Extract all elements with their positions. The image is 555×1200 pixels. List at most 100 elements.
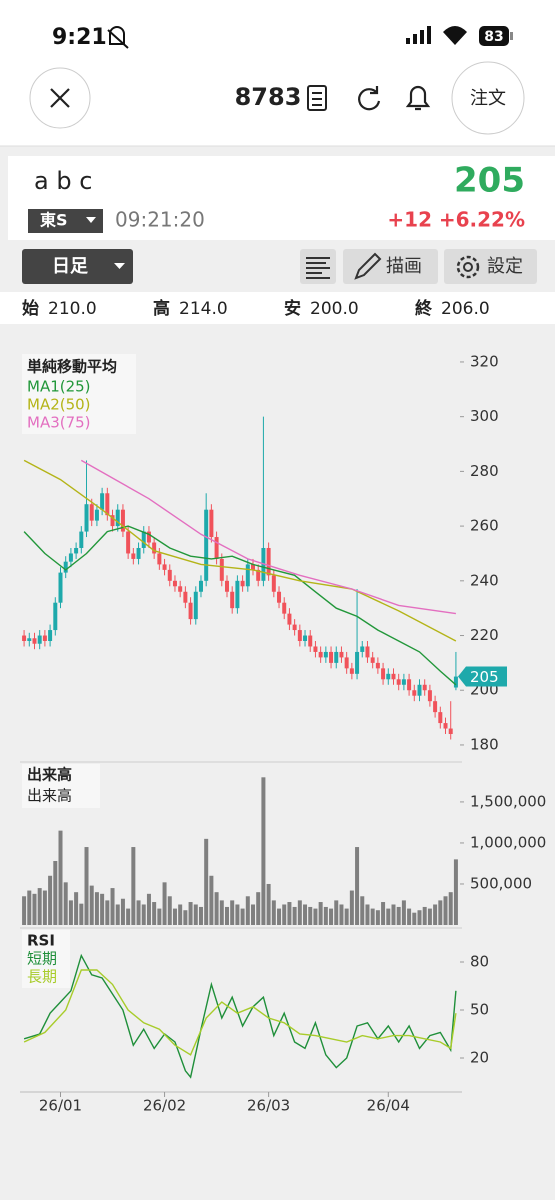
bar [251, 904, 256, 925]
bar [193, 904, 198, 925]
pencil-icon [354, 252, 382, 280]
ohlc-value: 200.0 [310, 299, 359, 319]
mute-icon [107, 26, 129, 49]
bar [146, 893, 151, 925]
candle-body [412, 690, 417, 696]
candle-body [74, 547, 79, 554]
draw-button[interactable] [343, 249, 438, 284]
candle-body [110, 515, 115, 527]
bar [287, 902, 292, 925]
bar [204, 838, 209, 925]
bar [261, 777, 266, 925]
y-tick-label: 50 [470, 1001, 489, 1019]
candle-body [172, 580, 177, 587]
y-tick-label: 280 [470, 462, 499, 480]
bar [167, 896, 172, 925]
y-tick-label: 180 [470, 735, 499, 753]
candle-body [433, 701, 438, 713]
line [23, 969, 457, 1056]
candle-body [183, 591, 188, 603]
candle-body [42, 635, 47, 641]
bar [245, 896, 250, 925]
candle-body [224, 580, 229, 592]
legend-item: 出来高 [27, 787, 72, 805]
candle-body [266, 547, 271, 576]
bar [136, 900, 141, 925]
x-tick-label: 26/01 [39, 1097, 82, 1115]
candle-body [131, 553, 136, 559]
candle-body [339, 651, 344, 658]
bar [110, 888, 115, 925]
bar [68, 900, 73, 925]
legend-item: MA2(50) [27, 396, 91, 414]
bar [422, 906, 427, 925]
bar [230, 900, 235, 925]
candle-body [115, 509, 120, 527]
bar [349, 890, 354, 925]
bar [120, 898, 125, 925]
ohlc-row [0, 292, 555, 324]
candle-body [256, 569, 261, 581]
candle-body [126, 531, 131, 554]
bar [198, 906, 203, 925]
bar [313, 908, 318, 925]
candle-body [360, 646, 365, 652]
candle-body [427, 690, 432, 702]
legend-box [22, 354, 136, 434]
memo-icon[interactable] [307, 85, 327, 111]
bar [433, 904, 438, 925]
wifi-icon [443, 26, 467, 45]
legend-item: MA3(75) [27, 414, 91, 432]
bar [63, 882, 68, 925]
candle-body [37, 635, 42, 644]
candle-body [188, 602, 193, 620]
candle-body [193, 591, 198, 620]
candle-body [94, 509, 99, 521]
close-icon [50, 88, 70, 108]
bar [188, 902, 193, 925]
candle-body [84, 504, 89, 532]
bar [94, 892, 99, 925]
candle-body [277, 591, 282, 603]
candle-body [230, 591, 235, 609]
bar [84, 847, 89, 925]
market: 東S [40, 211, 68, 230]
line [23, 953, 457, 1079]
candle-body [251, 564, 256, 570]
bar [381, 902, 386, 925]
candle-body [219, 558, 224, 581]
y-tick-label: 320 [470, 352, 499, 370]
bar [53, 861, 58, 925]
legend-box [22, 764, 100, 808]
period-select[interactable] [22, 249, 133, 284]
bar [131, 847, 136, 925]
bar [334, 900, 339, 925]
bell-icon[interactable] [405, 85, 431, 111]
bar [427, 908, 432, 925]
bar [277, 908, 282, 925]
candle-body [417, 684, 422, 696]
bar [412, 912, 417, 925]
candle-body [401, 679, 406, 685]
ohlc-value: 210.0 [48, 299, 97, 319]
candle-body [157, 553, 162, 565]
list-icon [306, 257, 330, 279]
bar [355, 847, 360, 925]
signal-icon [406, 26, 431, 44]
bar [443, 896, 448, 925]
bar [318, 902, 323, 925]
bar [339, 904, 344, 925]
order-button[interactable] [451, 61, 525, 135]
candle-body [245, 564, 250, 587]
gear-hole [463, 262, 473, 272]
bar [417, 910, 422, 925]
candle-body [355, 651, 360, 674]
bar [141, 904, 146, 925]
refresh-icon[interactable] [358, 86, 381, 111]
candle-body [235, 580, 240, 609]
bar [323, 906, 328, 925]
price-tag-label: 205 [470, 668, 499, 686]
period: 日足 [52, 256, 88, 277]
bar [256, 892, 261, 925]
candle-body [136, 547, 141, 559]
